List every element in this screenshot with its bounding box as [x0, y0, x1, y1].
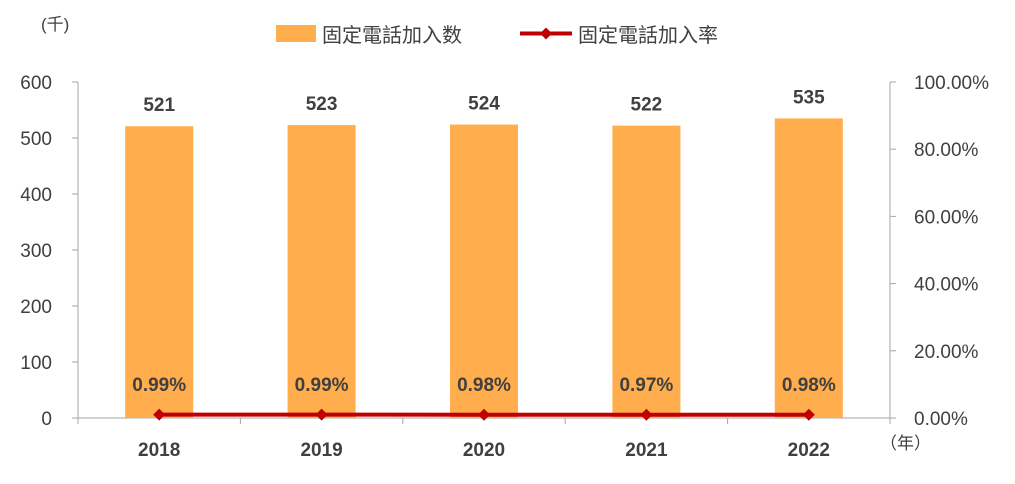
bar-value-label: 535	[793, 87, 825, 108]
line-value-label: 0.98%	[457, 375, 511, 396]
left-axis-tick-label: 300	[20, 241, 52, 262]
category-labels: 2018 2019 2020 2021 2022	[138, 440, 830, 461]
bar-value-label: 522	[631, 95, 663, 116]
legend-line-label: 固定電話加入率	[578, 24, 718, 47]
line-value-label: 0.98%	[782, 375, 836, 396]
x-axis-category-label: 2021	[625, 440, 668, 461]
line-value-label: 0.97%	[619, 375, 673, 396]
bar	[450, 125, 518, 418]
line-value-label: 0.99%	[295, 375, 349, 396]
bar-value-label: 521	[143, 95, 175, 116]
right-axis-tick-label: 40.00%	[914, 275, 979, 296]
left-axis-tick-label: 400	[20, 185, 52, 206]
right-axis-ticks: 0.00% 20.00% 40.00% 60.00% 80.00% 100.00%	[890, 73, 989, 430]
x-axis-category-label: 2018	[138, 440, 180, 461]
legend-bar-label: 固定電話加入数	[322, 24, 462, 47]
left-axis-tick-label: 500	[20, 129, 52, 150]
right-axis-tick-label: 0.00%	[914, 409, 968, 430]
x-axis-category-label: 2022	[788, 440, 830, 461]
right-axis-tick-label: 80.00%	[914, 140, 979, 161]
bar	[775, 118, 843, 418]
left-axis-tick-label: 600	[20, 73, 52, 94]
right-axis-tick-label: 100.00%	[914, 73, 989, 94]
right-axis-tick-label: 60.00%	[914, 207, 979, 228]
line-value-label: 0.99%	[132, 375, 186, 396]
x-axis-category-label: 2019	[300, 440, 342, 461]
legend: 固定電話加入数 固定電話加入率	[276, 24, 718, 47]
legend-bar-swatch	[276, 25, 316, 42]
bar-series	[125, 118, 843, 418]
x-axis-category-label: 2020	[463, 440, 505, 461]
left-axis-unit-label: (千)	[41, 15, 69, 34]
bar-data-labels: 521 523 524 522 535	[143, 87, 825, 116]
x-axis-unit-label: （年）	[880, 434, 931, 453]
left-axis-tick-label: 0	[41, 409, 52, 430]
bar-value-label: 523	[306, 94, 338, 115]
line-data-labels: 0.99% 0.99% 0.98% 0.97% 0.98%	[132, 375, 836, 396]
left-axis-tick-label: 200	[20, 297, 52, 318]
right-axis-tick-label: 20.00%	[914, 342, 979, 363]
legend-line-marker	[540, 28, 552, 40]
line-series	[153, 409, 815, 421]
bar-value-label: 524	[468, 94, 500, 115]
left-axis-tick-label: 100	[20, 353, 52, 374]
left-axis-ticks: 0 100 200 300 400 500 600	[20, 73, 78, 430]
